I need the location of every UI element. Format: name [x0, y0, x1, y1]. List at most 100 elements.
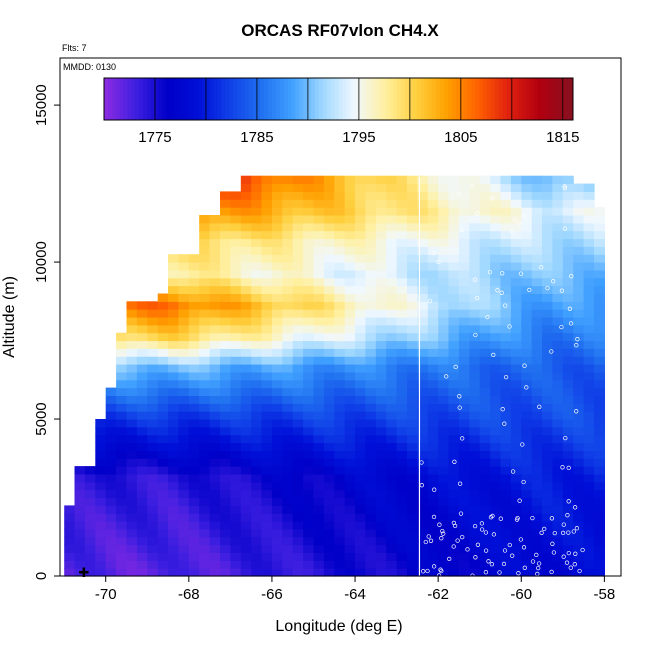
- heatmap-cell: [510, 183, 522, 192]
- colorbar-segment: [154, 78, 160, 120]
- heatmap-cell: [95, 544, 107, 553]
- heatmap-cell: [417, 434, 429, 444]
- heatmap-cell: [375, 442, 387, 451]
- heatmap-cell: [199, 442, 211, 451]
- heatmap-cell: [157, 505, 169, 514]
- heatmap-cell: [458, 552, 470, 561]
- heatmap-cell: [438, 191, 450, 200]
- heatmap-cell: [168, 356, 179, 365]
- heatmap-cell: [230, 301, 242, 310]
- heatmap-cell: [417, 411, 429, 420]
- heatmap-cell: [500, 387, 512, 396]
- heatmap-cell: [386, 317, 398, 326]
- heatmap-cell: [396, 521, 408, 530]
- heatmap-cell: [178, 293, 190, 302]
- heatmap-cell: [323, 269, 335, 279]
- heatmap-cell: [542, 332, 553, 342]
- heatmap-cell: [479, 513, 491, 522]
- heatmap-cell: [188, 434, 200, 444]
- heatmap-cell: [209, 262, 221, 271]
- heatmap-cell: [292, 348, 304, 357]
- heatmap-cell: [126, 450, 138, 459]
- observation-point: [572, 505, 578, 510]
- heatmap-cell: [199, 387, 211, 396]
- heatmap-cell: [490, 332, 502, 342]
- heatmap-cell: [105, 395, 117, 404]
- heatmap-cell: [334, 403, 346, 412]
- heatmap-cell: [344, 356, 356, 365]
- heatmap-cell: [490, 419, 502, 428]
- heatmap-cell: [365, 348, 377, 357]
- heatmap-cell: [261, 387, 273, 396]
- heatmap-cell: [220, 222, 231, 232]
- observation-point: [566, 550, 571, 556]
- colorbar-segment: [365, 78, 371, 120]
- colorbar-segment: [119, 78, 125, 120]
- heatmap-cell: [251, 442, 263, 451]
- heatmap-cell: [594, 395, 605, 404]
- heatmap-cell: [292, 466, 304, 475]
- colorbar-segment: [150, 78, 156, 120]
- heatmap-cell: [323, 364, 335, 373]
- heatmap-cell: [562, 411, 574, 420]
- heatmap-cell: [407, 544, 418, 553]
- heatmap-cell: [199, 230, 211, 240]
- colorbar-segment: [361, 78, 367, 120]
- heatmap-cell: [95, 528, 107, 538]
- heatmap-cell: [199, 497, 211, 506]
- heatmap-cell: [427, 254, 439, 263]
- heatmap-cell: [521, 238, 533, 247]
- heatmap-cell: [188, 521, 200, 530]
- heatmap-cell: [448, 536, 460, 546]
- heatmap-cell: [209, 442, 221, 451]
- heatmap-cell: [220, 568, 231, 577]
- heatmap-cell: [188, 301, 200, 310]
- heatmap-cell: [500, 262, 512, 271]
- heatmap-cell: [230, 293, 242, 302]
- heatmap-cell: [427, 426, 439, 436]
- heatmap-cell: [303, 403, 315, 412]
- heatmap-cell: [365, 269, 377, 279]
- heatmap-cell: [303, 568, 315, 577]
- heatmap-cell: [521, 175, 533, 185]
- heatmap-cell: [168, 371, 179, 381]
- heatmap-cell: [157, 317, 169, 326]
- heatmap-cell: [157, 450, 169, 459]
- heatmap-cell: [479, 191, 491, 200]
- heatmap-cell: [157, 552, 169, 561]
- heatmap-cell: [407, 175, 418, 185]
- heatmap-cell: [168, 497, 179, 506]
- heatmap-cell: [303, 317, 315, 326]
- heatmap-cell: [510, 348, 522, 357]
- heatmap-cell: [521, 489, 533, 499]
- colorbar-segment: [502, 78, 508, 120]
- heatmap-cell: [168, 395, 179, 404]
- heatmap-cell: [573, 552, 585, 561]
- heatmap-cell: [334, 215, 346, 224]
- heatmap-cell: [396, 403, 408, 412]
- heatmap-cell: [552, 450, 564, 459]
- heatmap-cell: [573, 505, 585, 514]
- heatmap-cell: [396, 332, 408, 342]
- heatmap-cell: [521, 552, 533, 561]
- heatmap-cell: [375, 560, 387, 569]
- heatmap-cell: [344, 544, 356, 553]
- heatmap-cell: [521, 207, 533, 216]
- heatmap-cell: [271, 450, 283, 459]
- heatmap-cell: [594, 317, 605, 326]
- heatmap-cell: [105, 552, 117, 561]
- heatmap-cell: [448, 293, 460, 302]
- heatmap-cell: [552, 175, 564, 185]
- heatmap-cell: [469, 293, 481, 302]
- heatmap-cell: [417, 403, 429, 412]
- heatmap-cell: [583, 442, 595, 451]
- heatmap-cell: [323, 458, 335, 467]
- heatmap-cell: [427, 434, 439, 444]
- heatmap-cell: [355, 536, 366, 546]
- heatmap-cell: [292, 481, 304, 491]
- heatmap-cell: [168, 426, 179, 436]
- heatmap-cell: [562, 238, 574, 247]
- heatmap-cell: [303, 183, 315, 192]
- heatmap-cell: [126, 513, 138, 522]
- heatmap-cell: [479, 277, 491, 287]
